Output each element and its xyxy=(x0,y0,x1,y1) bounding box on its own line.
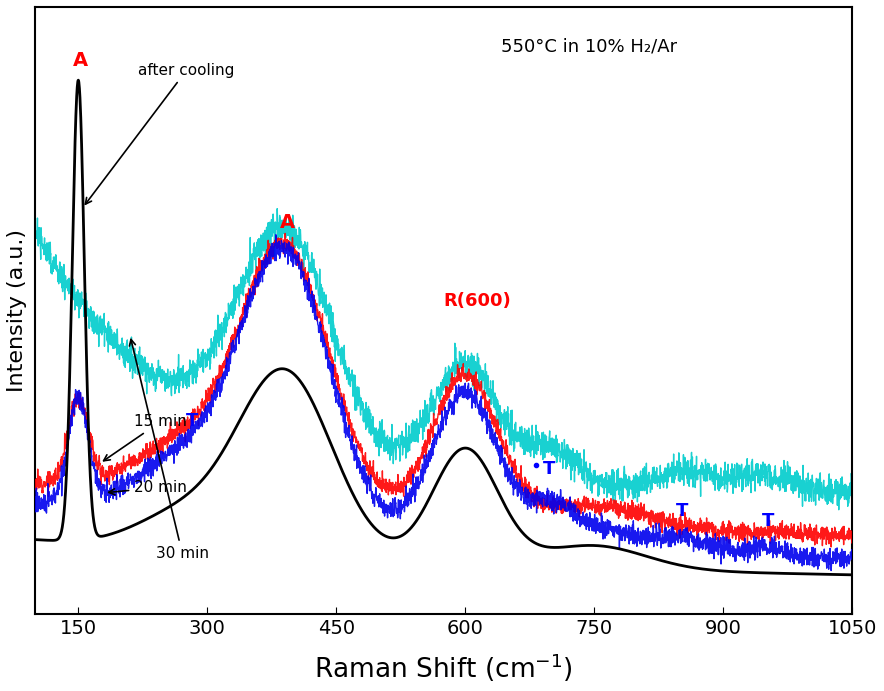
Text: T: T xyxy=(186,412,198,430)
Y-axis label: Intensity (a.u.): Intensity (a.u.) xyxy=(7,229,27,392)
Text: T: T xyxy=(543,460,555,478)
Text: 20 min: 20 min xyxy=(109,480,187,495)
Text: R(600): R(600) xyxy=(444,292,512,310)
Text: 15 min: 15 min xyxy=(103,414,187,461)
Text: A: A xyxy=(279,213,295,232)
X-axis label: Raman Shift (cm$^{-1}$): Raman Shift (cm$^{-1}$) xyxy=(315,652,574,684)
Text: T: T xyxy=(676,502,689,520)
Text: A: A xyxy=(73,51,88,70)
Text: T: T xyxy=(762,512,774,530)
Text: 30 min: 30 min xyxy=(129,339,209,560)
Text: 550°C in 10% H₂/Ar: 550°C in 10% H₂/Ar xyxy=(501,37,677,55)
Text: after cooling: after cooling xyxy=(86,63,235,204)
